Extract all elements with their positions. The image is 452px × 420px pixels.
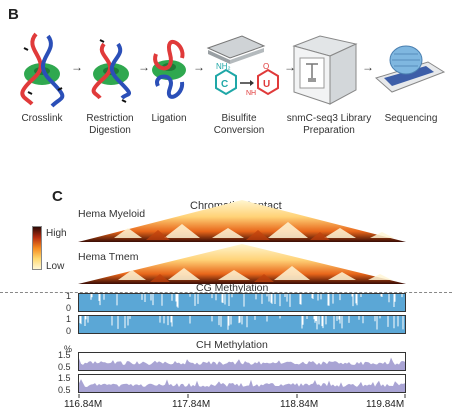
ch-methylation-title: CH Methylation [196, 339, 268, 351]
colorbar [32, 226, 42, 270]
step-label-ligation: Ligation [151, 113, 187, 124]
panel-b-letter: B [8, 6, 19, 23]
x-axis [78, 394, 406, 398]
cg-methylation-title: CG Methylation [196, 282, 269, 294]
heatmap-hema-tmem [78, 244, 406, 284]
percent-label: % [64, 344, 73, 354]
ligation-icon [146, 34, 192, 104]
ch-track-myeloid [78, 352, 406, 371]
x-tick-118-84m: 118.84M [280, 399, 319, 410]
cg-tick-0-top: 0 [66, 303, 72, 313]
step-label-crosslink: Crosslink [21, 113, 63, 124]
track-label-hema-myeloid: Hema Myeloid [78, 208, 146, 220]
x-tick-117-84m: 117.84M [172, 399, 211, 410]
nh2-label: NH₂ [216, 62, 231, 71]
heatmap-hema-myeloid [78, 200, 406, 242]
step-label-restriction-digestion: Restriction Digestion [86, 113, 134, 136]
cg-tick-0-bottom: 0 [66, 326, 72, 336]
ch-tick-0-5-bottom: 0.5 [58, 385, 71, 395]
step-label-bisulfite-conversion: Bisulfite Conversion [213, 113, 265, 136]
crosslink-icon [14, 30, 70, 108]
ch-tick-1-5-top: 1.5 [58, 350, 71, 360]
sequencing-icon [372, 38, 446, 102]
separator-line [0, 292, 452, 293]
cg-track-tmem [78, 315, 406, 334]
ch-tick-0-5-top: 0.5 [58, 362, 71, 372]
step-label-sequencing: Sequencing [384, 113, 438, 124]
arrow-icon: → [193, 60, 205, 74]
x-tick-116-84m: 116.84M [64, 399, 103, 410]
arrow-icon: → [362, 60, 374, 74]
nh-label: NH [246, 90, 257, 97]
bisulfite-conversion-icon [202, 26, 282, 110]
colorbar-high-label: High [46, 228, 67, 239]
arrow-icon: → [71, 60, 83, 74]
uracil-letter: U [263, 79, 271, 90]
o-label: O [263, 62, 270, 71]
cg-track-myeloid [78, 293, 406, 312]
cytosine-letter: C [221, 79, 229, 90]
ch-tick-1-5-bottom: 1.5 [58, 373, 71, 383]
track-label-hema-tmem: Hema Tmem [78, 251, 139, 263]
library-preparation-icon [290, 30, 360, 106]
arrow-icon: → [284, 60, 296, 74]
panel-c-letter: C [52, 188, 63, 205]
cg-tick-1-top: 1 [66, 291, 72, 301]
colorbar-low-label: Low [46, 261, 65, 272]
restriction-digestion-icon [84, 30, 138, 108]
ch-track-tmem [78, 374, 406, 393]
cg-tick-1-bottom: 1 [66, 314, 72, 324]
x-tick-119-84m: 119.84M [366, 399, 405, 410]
arrow-icon: → [138, 60, 150, 74]
step-label-library-preparation: snmC-seq3 Library Preparation [286, 113, 372, 136]
